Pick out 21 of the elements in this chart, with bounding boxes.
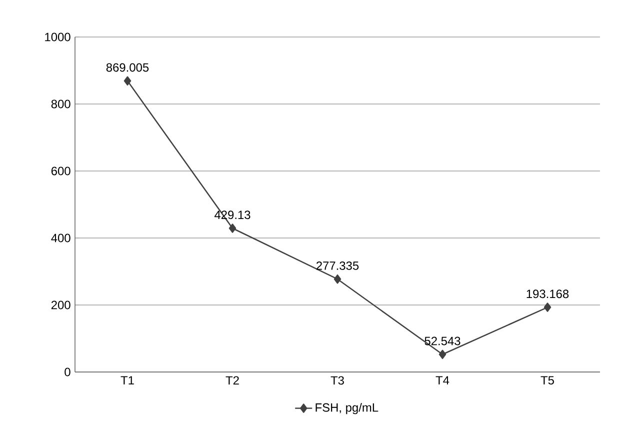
x-tick-label: T2: [226, 376, 239, 385]
y-tick-label: 0: [64, 368, 70, 376]
x-tick-label: T4: [436, 376, 450, 384]
point: [544, 302, 552, 312]
data-label: 193.168: [526, 290, 569, 298]
data-label: 277.335: [316, 261, 359, 270]
x-tick-label: T5: [540, 376, 554, 385]
point: [228, 224, 236, 233]
data-label: 869.005: [106, 63, 149, 72]
y-tick-label: 400: [51, 234, 70, 242]
y-tick-label: 600: [51, 166, 70, 176]
point: [124, 76, 132, 86]
point: [334, 274, 342, 284]
point: [438, 350, 446, 360]
legend-label: FSH, pg/mL: [316, 402, 378, 414]
x-tick-label: T3: [330, 376, 344, 385]
y-tick-label: 800: [51, 100, 70, 108]
y-tick-label: 200: [51, 300, 70, 310]
data-label: 52.543: [424, 336, 460, 346]
y-tick-label: 1000: [45, 32, 70, 42]
x-tick-label: T1: [120, 376, 134, 384]
